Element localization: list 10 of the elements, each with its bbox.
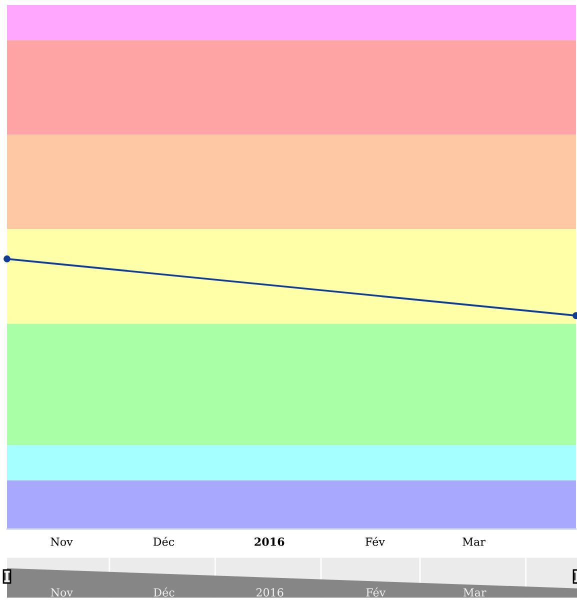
x-tick-label: Nov [50,588,73,597]
x-tick-label: Mar [462,538,486,546]
x-tick-label: Fév [366,536,385,546]
x-tick-label: Mar [464,588,486,597]
x-tick-label: Déc [154,588,174,597]
x-tick-label: 2016 [254,538,284,546]
x-tick-label: Déc [153,536,174,546]
x-tick-label: Fév [366,588,386,597]
x-tick-label: Nov [50,538,73,546]
x-tick-label: 2016 [256,588,284,597]
